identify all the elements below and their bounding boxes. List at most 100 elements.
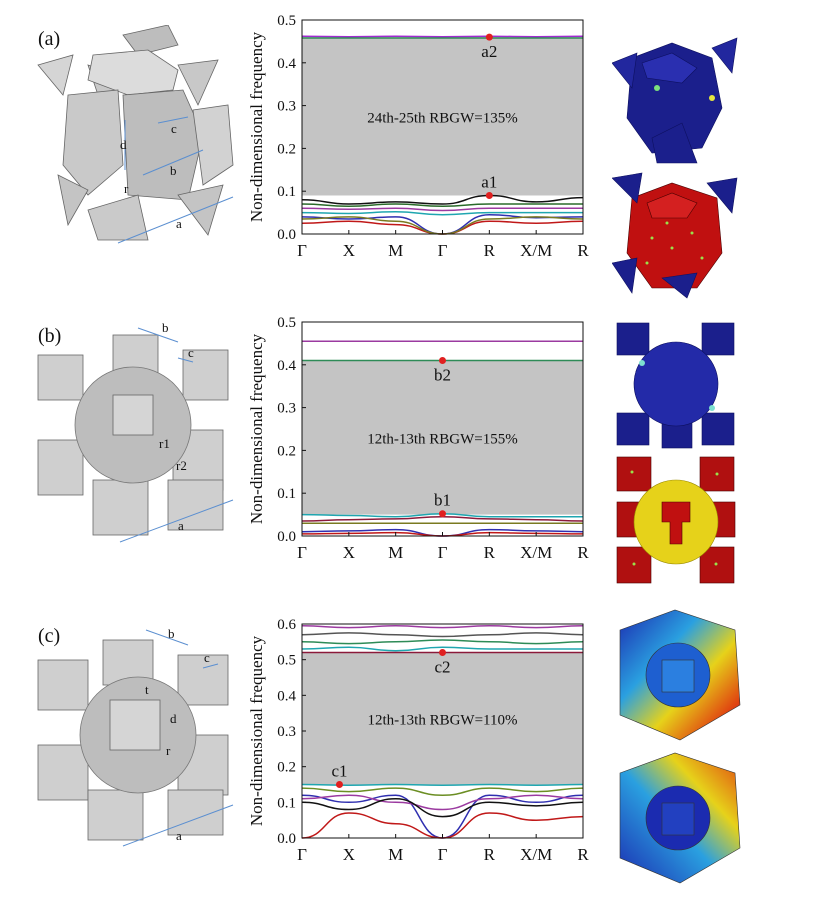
y-tick-label: 0.1 <box>277 795 296 811</box>
dim-label-a: a <box>176 828 182 843</box>
corner-piece <box>57 174 89 227</box>
mode-point-b2 <box>439 357 446 365</box>
mode-point-label-a2: a2 <box>481 42 497 61</box>
dim-label-c: c <box>188 345 194 360</box>
x-tick-label: Γ <box>438 241 448 260</box>
dim-label-d: d <box>120 137 127 152</box>
mode-point-label-c2: c2 <box>434 658 450 677</box>
panel-label-c: (c) <box>38 625 61 647</box>
dim-label-t: t <box>145 682 149 697</box>
corner-block <box>37 659 89 711</box>
mode-shape-a2 <box>612 37 738 164</box>
corner-block <box>37 744 89 801</box>
band-chart-a: 0.0 0.1 0.2 0.3 0.4 0.5 Γ X M Γ R X/M R Non-dimension… <box>247 13 589 260</box>
dimension-b-line <box>137 327 179 343</box>
band-line-8 <box>301 639 584 645</box>
dim-label-b: b <box>162 320 169 335</box>
y-tick-label: 0.5 <box>277 653 296 669</box>
mode-shape-b1 <box>616 456 736 584</box>
y-tick-label: 0.2 <box>277 141 296 157</box>
dim-label-r1: r1 <box>159 436 170 451</box>
mode-point-c2 <box>439 649 446 657</box>
x-tick-label: R <box>484 845 496 864</box>
x-tick-label: Γ <box>297 845 307 864</box>
mode-shape-c2 <box>619 609 741 741</box>
panel-label-b: (b) <box>38 325 62 347</box>
y-axis-label: Non-dimensional frequency <box>247 333 266 524</box>
band-gap-region <box>302 37 583 196</box>
x-tick-label: Γ <box>438 543 448 562</box>
x-tick-label: X/M <box>520 543 552 562</box>
mode-point-label-b2: b2 <box>434 366 451 385</box>
dim-label-a: a <box>176 216 182 231</box>
x-tick-label: X/M <box>520 241 552 260</box>
x-tick-label: X <box>343 241 355 260</box>
x-tick-label: R <box>484 241 496 260</box>
dim-label-d: d <box>170 711 177 726</box>
y-tick-label: 0.2 <box>277 760 296 776</box>
x-tick-label: X <box>343 845 355 864</box>
dim-label-r: r <box>166 743 171 758</box>
band-line-1 <box>301 787 584 796</box>
corner-block <box>87 789 144 841</box>
corner-block <box>37 439 84 496</box>
mode-point-label-c1: c1 <box>331 762 347 781</box>
y-axis-label: Non-dimensional frequency <box>247 31 266 222</box>
dim-label-a: a <box>178 518 184 533</box>
mode-point-label-a1: a1 <box>481 172 497 191</box>
dim-label-b: b <box>168 626 175 641</box>
x-tick-label: Γ <box>297 543 307 562</box>
mode-point-c1 <box>335 781 343 788</box>
band-line-6 <box>301 625 584 629</box>
y-tick-label: 0.0 <box>277 831 296 847</box>
x-tick-label: M <box>388 845 403 864</box>
dimension-a-line <box>117 196 234 244</box>
band-line-9 <box>301 646 583 652</box>
mode-shape-c1 <box>619 752 741 884</box>
dimension-c-line <box>202 663 219 669</box>
dim-label-c: c <box>204 650 210 665</box>
y-tick-label: 0.1 <box>277 486 296 502</box>
x-tick-label: M <box>388 543 403 562</box>
corner-piece <box>87 194 149 241</box>
mode-point-a2 <box>485 33 493 41</box>
corner-piece <box>122 25 179 56</box>
band-gap-region <box>302 360 583 515</box>
band-line-4 <box>301 798 584 818</box>
band-chart-b: 0.0 0.1 0.2 0.3 0.4 0.5 Γ X M Γ R X/M R Non-dimension… <box>247 315 589 562</box>
dimension-c-line <box>177 357 194 363</box>
corner-block <box>92 479 149 536</box>
dim-label-c: c <box>171 121 177 136</box>
y-tick-label: 0.0 <box>277 529 296 545</box>
mode-point-label-b1: b1 <box>434 491 451 510</box>
x-tick-label: R <box>577 241 589 260</box>
x-tick-label: R <box>577 845 589 864</box>
band-line-1 <box>301 203 583 207</box>
y-tick-label: 0.4 <box>277 56 296 72</box>
unit-cell-b-illustration: b c r1 r2 a <box>37 320 234 543</box>
x-tick-label: Γ <box>438 845 448 864</box>
dimension-c-line <box>157 116 189 124</box>
corner-block <box>177 654 229 706</box>
band-line-2 <box>301 207 583 212</box>
y-tick-label: 0.5 <box>277 13 296 29</box>
mode-shape-a1 <box>612 172 738 299</box>
y-tick-label: 0.5 <box>277 315 296 331</box>
x-tick-label: R <box>577 543 589 562</box>
dimension-a-line <box>119 499 234 543</box>
x-tick-label: X <box>343 543 355 562</box>
y-tick-label: 0.3 <box>277 401 296 417</box>
band-line-0 <box>301 783 584 786</box>
band-gap-annotation: 12th-13th RBGW=155% <box>367 432 518 448</box>
panel-label-a: (a) <box>38 28 61 50</box>
band-line-3 <box>301 794 584 811</box>
y-tick-label: 0.1 <box>277 184 296 200</box>
octagon-left <box>62 89 124 196</box>
corner-piece <box>177 59 219 106</box>
inner-cube <box>109 699 161 751</box>
dim-label-r2: r2 <box>176 458 187 473</box>
y-tick-label: 0.4 <box>277 358 296 374</box>
corner-block <box>37 354 84 401</box>
x-tick-label: M <box>388 241 403 260</box>
inner-cube <box>112 394 154 436</box>
